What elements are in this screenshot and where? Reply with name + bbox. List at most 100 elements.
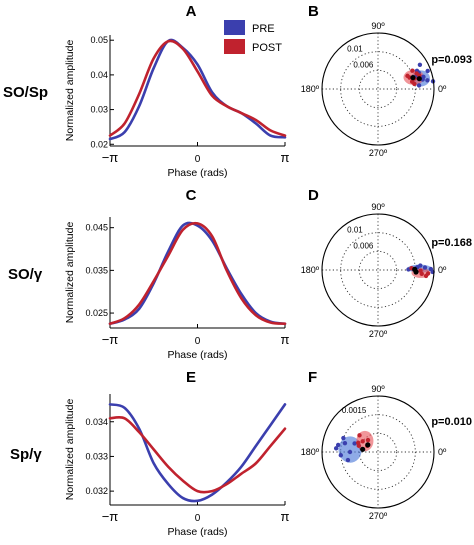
x-axis-label: Phase (rads) — [167, 167, 227, 179]
p-value-d: p=0.168 — [431, 237, 472, 249]
y-tick-label: 0.03 — [90, 105, 108, 115]
line-chart-e: 0.032 0.033 0.034 −π 0 π Phase (rads) Normalize… — [64, 394, 290, 538]
mean-point-pre — [416, 76, 422, 82]
angle-label-270: 270º — [369, 148, 388, 158]
y-tick-label: 0.045 — [85, 223, 108, 233]
data-point-pre — [333, 446, 339, 451]
series-line-post — [108, 221, 287, 326]
mean-point-post — [365, 442, 371, 448]
angle-label-90: 90º — [371, 384, 385, 394]
series-line-post — [108, 415, 287, 494]
polar-outer-circle — [321, 395, 435, 509]
x-axis-label: Phase (rads) — [167, 526, 227, 538]
angle-label-0: 0º — [438, 84, 447, 94]
y-tick-label: 0.04 — [90, 70, 108, 80]
y-tick-label: 0.035 — [85, 265, 108, 275]
angle-label-180: 180º — [301, 84, 320, 94]
angle-label-270: 270º — [369, 511, 388, 521]
data-point-post — [425, 271, 431, 276]
y-tick-label: 0.033 — [85, 451, 108, 461]
data-point-pre — [345, 457, 351, 463]
data-point-pre — [417, 62, 423, 68]
series-line-pre — [108, 221, 287, 326]
legend-label-pre: PRE — [252, 23, 275, 35]
line-chart-a: 0.02 0.03 0.04 0.05 −π 0 π Phase (rads) Normaliz… — [64, 35, 290, 179]
data-point-pre — [341, 435, 346, 441]
data-point-pre — [422, 265, 428, 270]
r-tick-label: 0.0015 — [342, 406, 367, 415]
angle-label-90: 90º — [371, 202, 385, 212]
data-point-post — [410, 68, 415, 73]
y-tick-label: 0.025 — [85, 308, 108, 318]
y-axis-label: Normalized amplitude — [64, 222, 76, 324]
data-point-post — [356, 443, 361, 448]
polar-outer-circle — [321, 32, 435, 146]
panel-letter-b: B — [308, 3, 319, 20]
x-tick-label: 0 — [195, 336, 201, 347]
legend-swatch-pre — [224, 20, 245, 35]
angle-label-270: 270º — [369, 329, 388, 339]
polar-chart-b: 0.006 0.01 90º 180º 0º 270º — [301, 21, 447, 158]
data-point-post — [360, 439, 365, 444]
data-point-pre — [416, 83, 422, 88]
angle-label-0: 0º — [438, 447, 447, 457]
polar-chart-f: 0.0015 90º 180º 0º 270º — [301, 384, 447, 521]
data-point-post — [405, 73, 410, 79]
panel-letter-f: F — [308, 369, 317, 386]
x-tick-label: π — [281, 150, 290, 165]
data-point-pre — [418, 263, 423, 268]
angle-label-180: 180º — [301, 265, 320, 275]
row-label-sp-gamma: Sp/γ — [10, 446, 42, 463]
line-chart-c: 0.025 0.035 0.045 −π 0 π Phase (rads) Normalize… — [64, 217, 290, 361]
angle-label-0: 0º — [438, 265, 447, 275]
p-value-b: p=0.093 — [431, 54, 472, 66]
angle-label-180: 180º — [301, 447, 320, 457]
row-label-so-gamma: SO/γ — [8, 266, 43, 283]
data-point-pre — [335, 442, 341, 448]
series-line-pre — [108, 38, 287, 141]
x-tick-label: −π — [102, 332, 119, 347]
panel-letter-c: C — [186, 187, 197, 204]
x-tick-label: π — [281, 509, 290, 524]
data-point-pre — [425, 68, 430, 74]
series-line-post — [108, 39, 287, 137]
data-point-pre — [347, 449, 353, 455]
angle-label-90: 90º — [371, 21, 385, 31]
polar-chart-d: 0.006 0.01 90º 180º 0º 270º — [301, 202, 447, 339]
data-point-pre — [338, 453, 344, 458]
r-tick-label: 0.01 — [347, 225, 363, 234]
x-tick-label: 0 — [195, 154, 201, 165]
y-axis-label: Normalized amplitude — [64, 399, 76, 501]
polar-grid-circle — [340, 414, 416, 490]
data-point-pre — [342, 440, 348, 446]
y-axis-label: Normalized amplitude — [64, 40, 76, 142]
legend-swatch-post — [224, 39, 245, 54]
data-point-post — [365, 437, 371, 443]
row-label-so-sp: SO/Sp — [3, 84, 48, 101]
y-tick-label: 0.02 — [90, 139, 108, 149]
y-tick-label: 0.05 — [90, 35, 108, 45]
y-tick-label: 0.032 — [85, 486, 108, 496]
panel-letter-a: A — [186, 3, 197, 20]
mean-point-post — [410, 75, 416, 81]
series-line-pre — [108, 403, 287, 503]
data-point-pre — [425, 78, 430, 83]
polar-grid-circle — [358, 69, 398, 109]
x-tick-label: −π — [102, 509, 119, 524]
x-tick-label: π — [281, 332, 290, 347]
legend-label-post: POST — [252, 42, 282, 54]
x-tick-label: 0 — [195, 513, 201, 524]
mean-point-post — [413, 269, 419, 275]
data-point-post — [418, 268, 423, 273]
panel-letter-e: E — [186, 369, 196, 386]
legend: PRE POST — [224, 20, 282, 54]
x-axis-label: Phase (rads) — [167, 349, 227, 361]
r-tick-label: 0.01 — [347, 44, 363, 53]
polar-outer-circle — [321, 213, 435, 327]
p-value-f: p=0.010 — [431, 416, 472, 428]
x-tick-label: −π — [102, 150, 119, 165]
r-tick-label: 0.006 — [353, 241, 374, 250]
data-point-pre — [352, 441, 357, 446]
data-point-post — [412, 81, 417, 87]
